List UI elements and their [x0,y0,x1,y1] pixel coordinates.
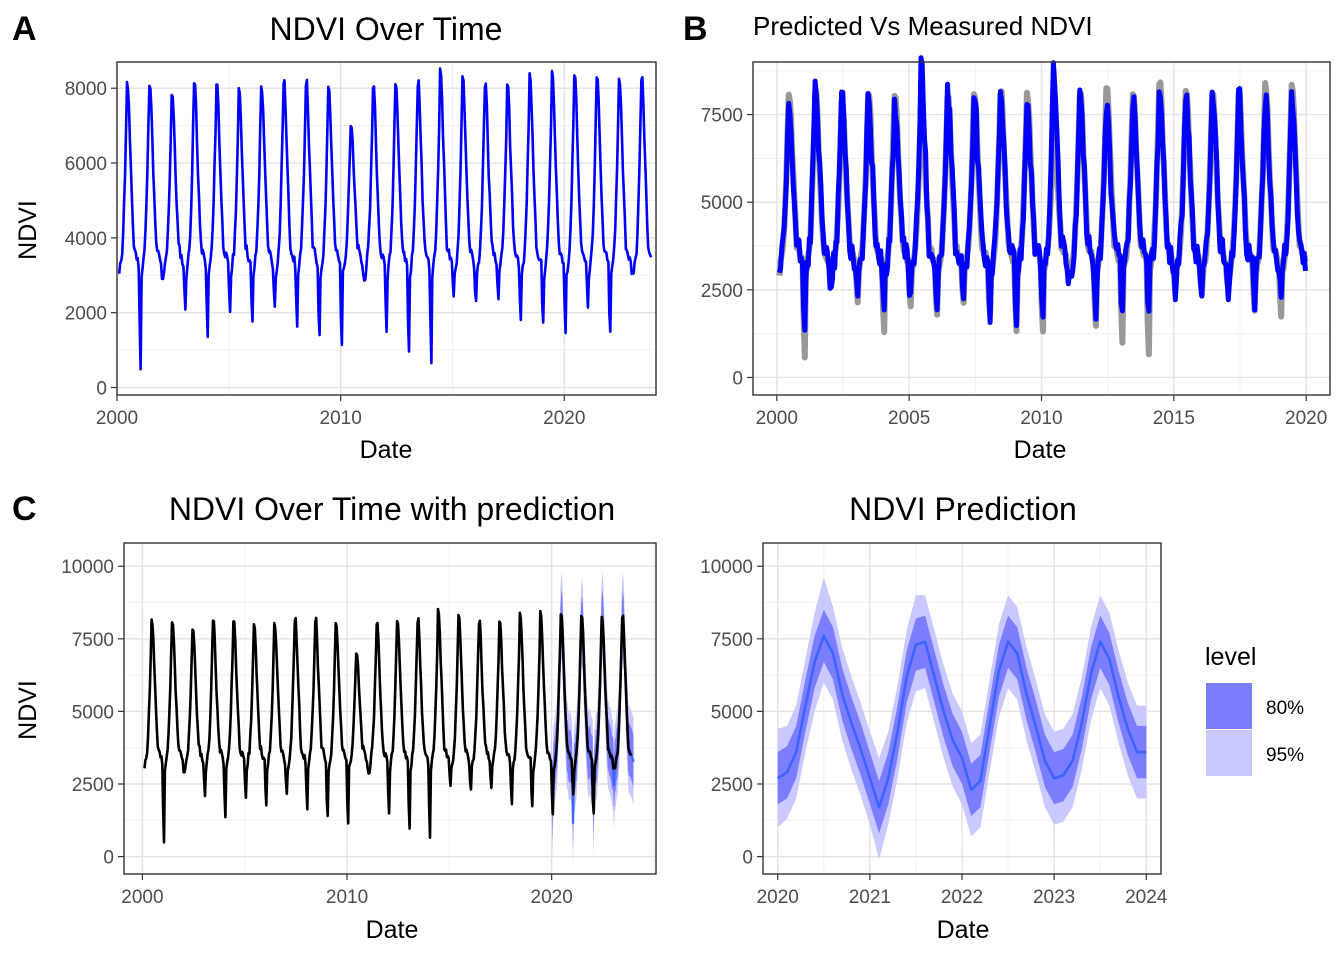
panel-b-ytick-label: 5000 [701,193,743,214]
panel-b-xlabel: Date [1014,436,1067,464]
panel-c-xtick-label: 2000 [121,887,163,908]
panel-b-xtick-label: 2000 [756,408,798,429]
panel-d-xtick-label: 2024 [1125,887,1168,908]
panel-a-border [116,61,657,396]
panel-c-background [124,543,656,874]
panel-b-title: Predicted Vs Measured NDVI [753,11,1093,41]
panel-a-xtick-label: 2000 [96,408,138,429]
panel-d-title: NDVI Prediction [849,491,1077,527]
legend-label-80: 80% [1266,698,1304,719]
panel-b-predicted-line [777,55,1308,333]
panel-c-tag: C [12,490,37,528]
panel-a-ytick-label: 2000 [65,304,107,325]
panel-c-plot: 0 2500 5000 7500 10000 2000 2010 2020 [61,542,657,908]
panel-c-xlabel: Date [366,916,419,944]
panel-b-tag: B [683,10,708,48]
panel-b-xtick-label: 2020 [1285,408,1327,429]
panel-a-tag: A [12,10,37,48]
panel-c: C NDVI Over Time with prediction 0 2500 50… [12,490,657,944]
panel-b: B Predicted Vs Measured NDVI 0 2500 5000 75… [683,10,1331,464]
panel-b-border [752,61,1331,396]
panel-b-ytick-label: 0 [732,368,743,389]
panel-b-xtick-label: 2015 [1153,408,1195,429]
panel-b-xtick-label: 2010 [1020,408,1062,429]
panel-a-ndvi-line [117,67,653,371]
panel-c-ytick-label: 7500 [72,630,114,651]
panel-d-xtick-label: 2021 [849,887,891,908]
legend-key-80 [1206,683,1252,729]
panel-d-xlabel: Date [937,916,990,944]
panel-a-xtick-label: 2010 [320,408,362,429]
panel-c-ytick-label: 10000 [61,557,114,578]
panel-c-title: NDVI Over Time with prediction [169,491,615,527]
panel-c-ylabel: NDVI [14,680,42,740]
panel-a-ytick-label: 8000 [65,79,107,100]
panel-c-history-line [143,607,633,844]
panel-d-mean-line [777,634,1147,809]
panel-c-ytick-label: 0 [103,848,114,869]
panel-d-xtick-label: 2023 [1033,887,1075,908]
panel-a-xtick-label: 2020 [543,408,585,429]
panel-d-ytick-label: 0 [742,848,753,869]
panel-c-xtick-label: 2020 [531,887,573,908]
panel-c-border [123,542,657,875]
panel-a-ytick-label: 0 [96,379,107,400]
panel-d-xtick-label: 2022 [941,887,983,908]
panel-b-xtick-label: 2005 [888,408,930,429]
panel-d-ytick-label: 10000 [700,557,753,578]
legend-key-95 [1206,730,1252,776]
panel-a: A NDVI Over Time 0 2000 4000 6000 8000 2000 20… [12,10,657,464]
panel-d-ytick-label: 2500 [711,775,753,796]
panel-d-xtick-label: 2020 [757,887,799,908]
panel-a-xlabel: Date [360,436,413,464]
panel-b-ytick-label: 7500 [701,106,743,127]
panel-d-plot: 0 2500 5000 7500 10000 2020 2021 2022 2023 2024 [700,542,1168,908]
legend-label-95: 95% [1266,745,1304,766]
panel-c-ytick-label: 5000 [72,702,114,723]
panel-b-plot: 0 2500 5000 7500 2000 2005 2010 2015 2020 [701,55,1331,429]
legend-title: level [1205,643,1256,671]
panel-c-xtick-label: 2010 [326,887,368,908]
panel-a-ytick-label: 6000 [65,154,107,175]
panel-d: NDVI Prediction 0 2500 5000 7500 10000 2020 20… [700,491,1168,944]
panel-a-ytick-label: 4000 [65,229,107,250]
panel-d-ytick-label: 7500 [711,630,753,651]
panel-d-ytick-label: 5000 [711,702,753,723]
panel-a-plot: 0 2000 4000 6000 8000 2000 2010 2020 [65,61,657,429]
panel-b-ytick-label: 2500 [701,281,743,302]
panel-a-title: NDVI Over Time [270,11,503,47]
panel-a-ylabel: NDVI [14,200,42,260]
panel-a-background [117,62,656,395]
panel-c-ytick-label: 2500 [72,775,114,796]
panel-d-border [762,542,1162,875]
legend: level 80% 95% [1205,643,1304,776]
